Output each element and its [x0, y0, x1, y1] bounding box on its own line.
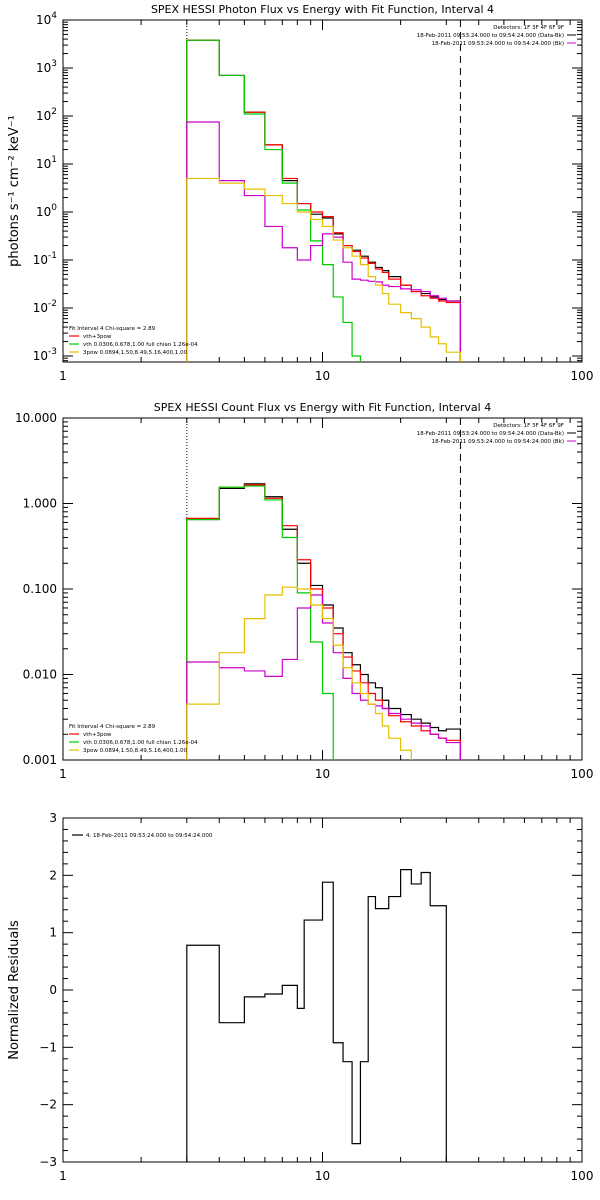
legend-fit-info: Fit Interval 4 Chi-square = 2.89: [69, 724, 156, 730]
y-tick-label: 1: [49, 926, 57, 940]
legend-label: 3pow 0.0894,1.50,8.49,5.16,400,1.00: [83, 748, 188, 754]
y-tick-label: 104: [36, 11, 57, 27]
y-tick-label: 101: [36, 155, 57, 171]
x-tick-label: 1: [59, 369, 67, 383]
y-axis-label: Normalized Residuals: [7, 920, 22, 1060]
y-tick-label: 103: [36, 59, 57, 75]
panels: SPEX HESSI Photon Flux vs Energy with Fi…: [7, 3, 594, 1183]
x-tick-label: 1: [59, 1169, 67, 1183]
y-axis-label: photons s⁻¹ cm⁻² keV⁻¹: [7, 115, 22, 267]
y-tick-label: 100: [36, 203, 57, 219]
y-tick-label: 102: [36, 107, 57, 123]
series-line-3pow: [186, 586, 412, 760]
x-tick-label: 100: [571, 1169, 594, 1183]
x-tick-label: 10: [315, 767, 330, 781]
y-tick-label: 0: [49, 983, 57, 997]
y-tick-label: −1: [39, 1040, 57, 1054]
y-tick-label: 0.100: [23, 582, 57, 596]
series-line-vth: [186, 485, 334, 760]
series-line-vth: [186, 39, 362, 362]
series-group: [186, 39, 462, 362]
y-tick-label: 3: [49, 811, 57, 825]
y-tick-label: 10-3: [33, 347, 57, 363]
chart-title: SPEX HESSI Count Flux vs Energy with Fit…: [154, 401, 491, 414]
legend-label: vth 0.0306,0.678,1.00 full chian 1.26e-0…: [83, 740, 198, 746]
legend-top-text: 18-Feb-2011 09:53:24.000 to 09:54:24.000…: [417, 33, 564, 39]
x-tick-label: 1: [59, 767, 67, 781]
legend-label: vth+3pow: [83, 732, 112, 738]
x-tick-label: 10: [315, 1169, 330, 1183]
y-tick-label: 10-1: [33, 251, 57, 267]
series-group: [186, 869, 447, 1162]
y-tick-label: 10.000: [15, 411, 57, 425]
x-tick-label: 10: [315, 369, 330, 383]
y-tick-label: 10-2: [33, 299, 57, 315]
legend-label: 3pow 0.0894,1.50,8.49,5.16,400,1.00: [83, 350, 188, 356]
chart-panel-3: 1 10 100 −3 −2 −1 0 1 2 3 Normalized Residuals 4. 1…: [7, 811, 594, 1183]
x-tick-label: 100: [571, 369, 594, 383]
y-tick-label: −3: [39, 1155, 57, 1169]
chart-title: SPEX HESSI Photon Flux vs Energy with Fi…: [151, 3, 494, 16]
y-tick-label: 2: [49, 868, 57, 882]
chart-panel-2: SPEX HESSI Count Flux vs Energy with Fit…: [15, 401, 594, 781]
legend-top-text: Detectors: 1F 3F 4F 6F 9F: [493, 423, 564, 429]
series-line-data-bk: [186, 483, 462, 760]
legend-fit-info: Fit Interval 4 Chi-square = 2.89: [69, 326, 156, 332]
y-tick-label: −2: [39, 1098, 57, 1112]
legend-top-text: 18-Feb-2011 09:53:24.000 to 09:54:24.000…: [432, 439, 564, 445]
series-line-3pow: [186, 177, 462, 362]
legend-label: 4. 18-Feb-2011 09:53:24.000 to 09:54:24.…: [86, 833, 213, 839]
y-tick-label: 0.010: [23, 668, 57, 682]
series-line-residuals: [186, 869, 447, 1162]
legend-label: vth 0.0306,0.678,1.00 full chian 1.26e-0…: [83, 342, 198, 348]
y-tick-label: 1.000: [23, 497, 57, 511]
chart-panel-1: SPEX HESSI Photon Flux vs Energy with Fi…: [7, 3, 594, 383]
legend-top-text: Detectors: 1F 3F 4F 6F 9F: [493, 25, 564, 31]
series-group: [186, 483, 462, 760]
legend-top-text: 18-Feb-2011 09:53:24.000 to 09:54:24.000…: [432, 41, 564, 47]
legend-label: vth+3pow: [83, 334, 112, 340]
legend-top-text: 18-Feb-2011 09:53:24.000 to 09:54:24.000…: [417, 431, 564, 437]
x-tick-label: 100: [571, 767, 594, 781]
y-tick-label: 0.001: [23, 753, 57, 767]
